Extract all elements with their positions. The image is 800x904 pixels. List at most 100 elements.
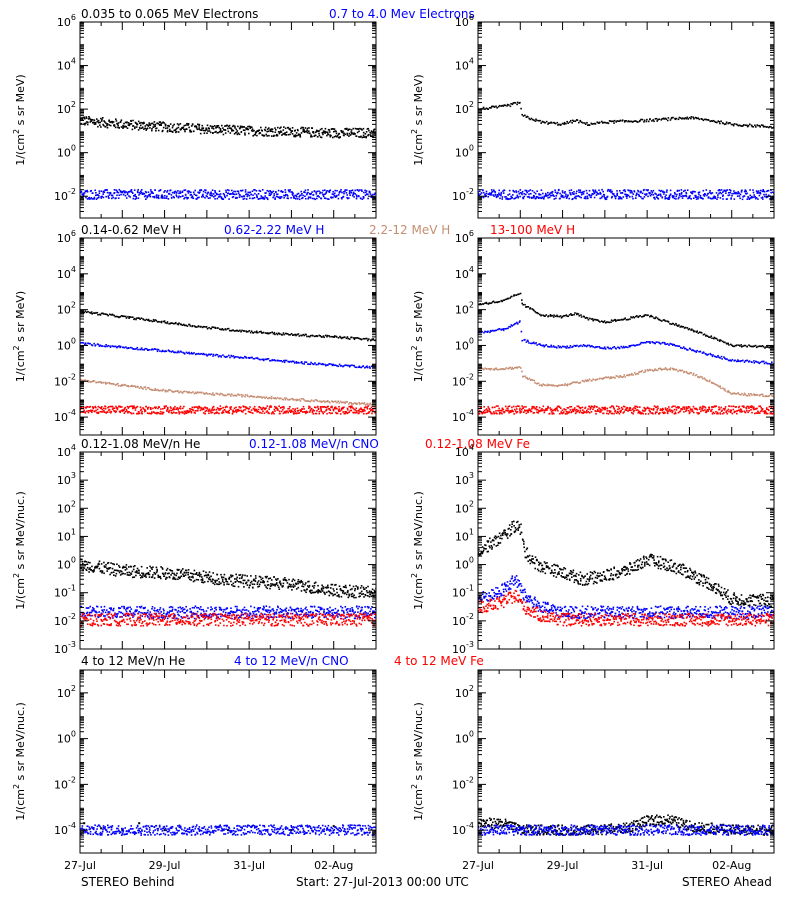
- data-point: [93, 343, 95, 345]
- data-point: [586, 190, 588, 192]
- data-point: [214, 195, 216, 197]
- data-point: [734, 198, 736, 200]
- data-point: [230, 193, 232, 195]
- data-point: [153, 319, 155, 321]
- data-point: [95, 312, 97, 314]
- data-point: [484, 410, 486, 412]
- data-point: [300, 400, 302, 402]
- data-point: [98, 197, 100, 199]
- data-point: [535, 342, 537, 344]
- data-point: [513, 406, 515, 408]
- data-point: [229, 357, 231, 359]
- data-point: [361, 129, 363, 131]
- data-point: [289, 406, 291, 408]
- data-point: [95, 407, 97, 409]
- data-point: [551, 192, 553, 194]
- data-point: [658, 194, 660, 196]
- data-point: [285, 412, 287, 414]
- data-point: [531, 411, 533, 413]
- data-point: [180, 192, 182, 194]
- data-point: [140, 349, 142, 351]
- data-point: [96, 382, 98, 384]
- data-point: [523, 115, 525, 117]
- data-point: [655, 369, 657, 371]
- data-point: [152, 321, 154, 323]
- data-point: [231, 406, 233, 408]
- data-point: [118, 127, 120, 129]
- data-point: [731, 193, 733, 195]
- data-point: [664, 191, 666, 193]
- data-point: [519, 196, 521, 198]
- data-point: [321, 137, 323, 139]
- data-point: [483, 107, 485, 109]
- data-point: [272, 197, 274, 199]
- data-point: [179, 412, 181, 414]
- data-point: [150, 125, 152, 127]
- data-point: [157, 351, 159, 353]
- data-point: [329, 408, 331, 410]
- data-point: [487, 108, 489, 110]
- data-point: [179, 413, 181, 415]
- data-point: [271, 406, 273, 408]
- data-point: [91, 412, 93, 414]
- data-point: [209, 130, 211, 132]
- data-point: [297, 399, 299, 401]
- data-point: [287, 195, 289, 197]
- data-point: [643, 121, 645, 123]
- data-point: [180, 123, 182, 125]
- data-point: [329, 409, 331, 411]
- data-point: [153, 320, 155, 322]
- data-point: [264, 412, 266, 414]
- data-point: [495, 410, 497, 412]
- data-point: [249, 357, 251, 359]
- data-point: [268, 135, 270, 137]
- data-point: [289, 361, 291, 363]
- data-point: [686, 193, 688, 195]
- data-point: [319, 135, 321, 137]
- data-point: [660, 343, 662, 345]
- data-point: [87, 191, 89, 193]
- data-point: [559, 193, 561, 195]
- data-point: [185, 411, 187, 413]
- data-point: [572, 192, 574, 194]
- data-point: [137, 189, 139, 191]
- data-point: [97, 312, 99, 314]
- data-point: [289, 399, 291, 401]
- data-point: [579, 315, 581, 317]
- data-point: [614, 377, 616, 379]
- data-point: [757, 198, 759, 200]
- data-point: [317, 400, 319, 402]
- data-point: [698, 332, 700, 334]
- data-point: [570, 194, 572, 196]
- data-point: [537, 412, 539, 414]
- data-point: [358, 338, 360, 340]
- data-point: [347, 133, 349, 135]
- data-point: [284, 397, 286, 399]
- data-point: [362, 402, 364, 404]
- data-point: [215, 327, 217, 329]
- data-point: [150, 409, 152, 411]
- data-point: [349, 193, 351, 195]
- data-point: [155, 388, 157, 390]
- data-point: [105, 408, 107, 410]
- data-point: [522, 191, 524, 193]
- data-point: [190, 194, 192, 196]
- data-point: [508, 298, 510, 300]
- data-point: [248, 129, 250, 131]
- data-point: [509, 367, 511, 369]
- data-point: [83, 342, 85, 344]
- data-point: [567, 194, 569, 196]
- data-point: [629, 196, 631, 198]
- data-point: [600, 193, 602, 195]
- data-point: [256, 194, 258, 196]
- data-point: [680, 196, 682, 198]
- data-point: [277, 397, 279, 399]
- data-point: [690, 118, 692, 120]
- data-point: [289, 191, 291, 193]
- data-point: [754, 125, 756, 127]
- data-point: [611, 121, 613, 123]
- data-point: [649, 369, 651, 371]
- data-point: [587, 317, 589, 319]
- data-point: [286, 131, 288, 133]
